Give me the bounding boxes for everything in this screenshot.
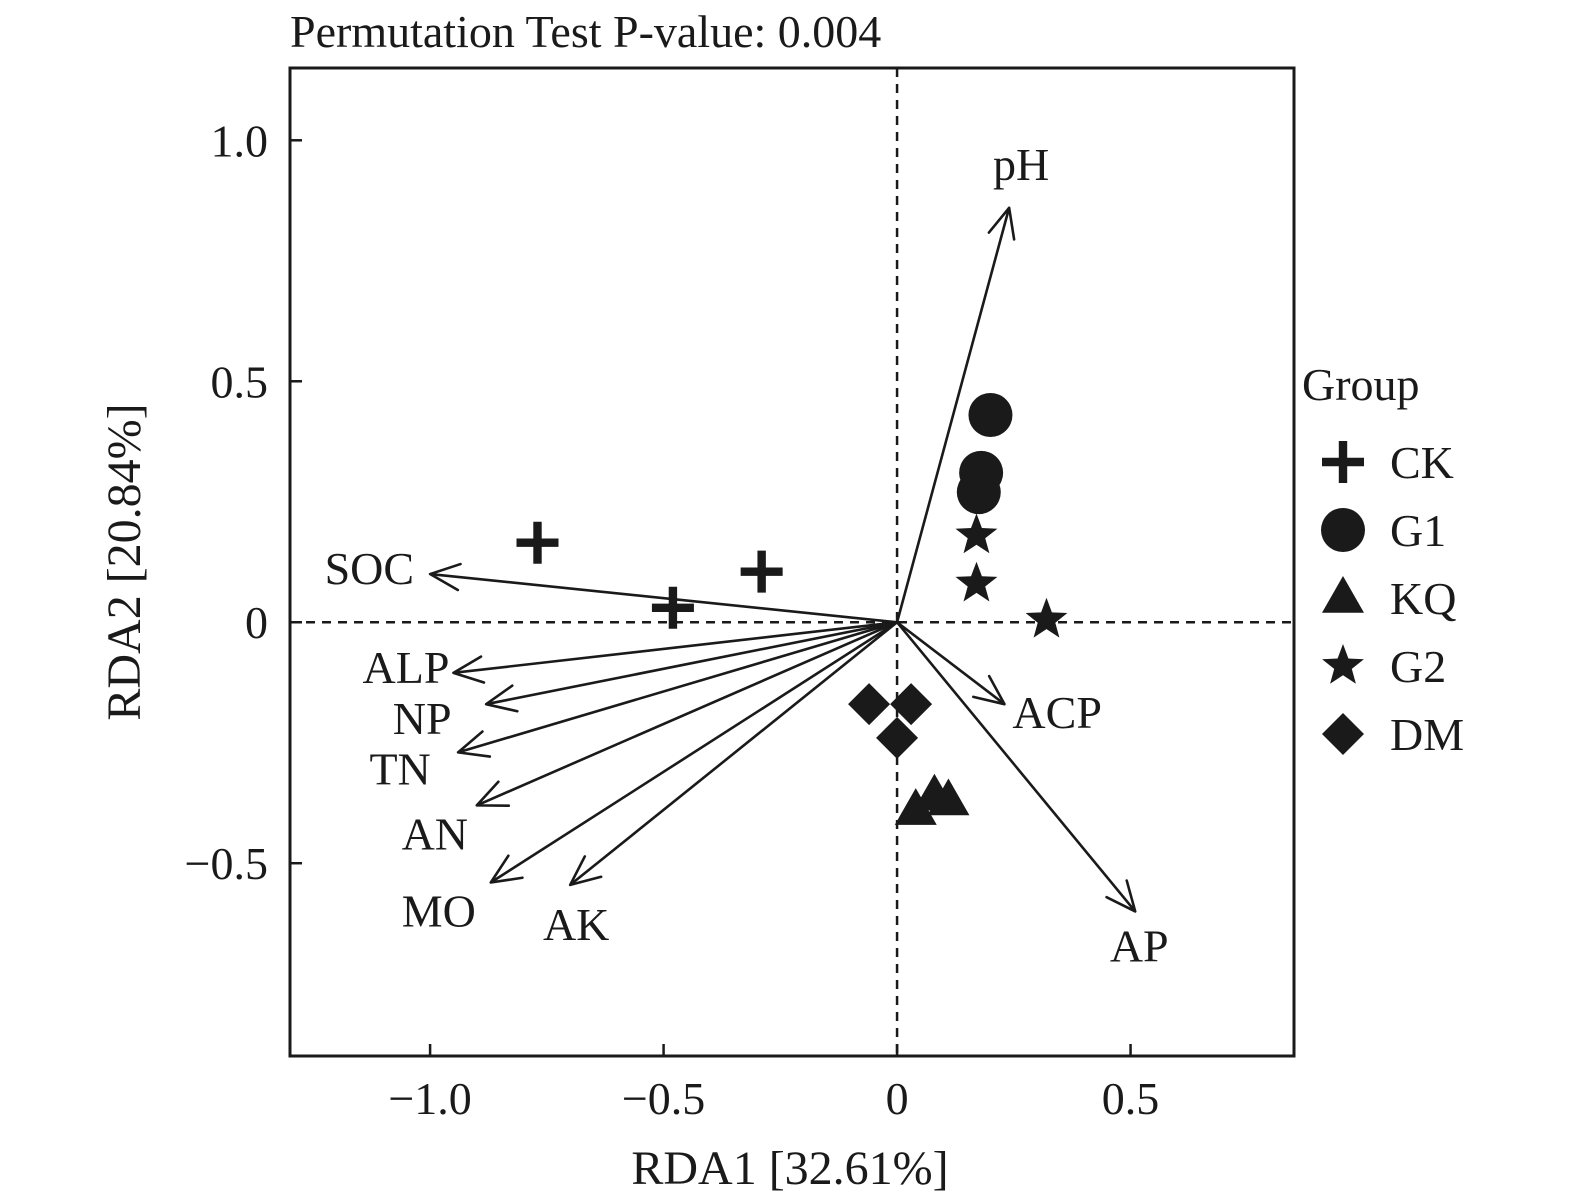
- arrow-ak: AK: [543, 622, 897, 950]
- arrow-label-ph: pH: [993, 139, 1049, 190]
- point-dm: [848, 683, 890, 725]
- point-g1: [957, 470, 1001, 514]
- x-axis-title: RDA1 [32.61%]: [631, 1142, 948, 1195]
- arrow-acp: ACP: [897, 622, 1102, 738]
- arrow-label-acp: ACP: [1012, 687, 1101, 738]
- y-axis-title: RDA2 [20.84%]: [98, 403, 151, 720]
- series-dm: [848, 683, 932, 759]
- series-g1: [957, 393, 1013, 514]
- legend-marker-g2: [1322, 644, 1364, 684]
- y-tick-label: −0.5: [185, 838, 268, 889]
- legend-item-ck: CK: [1322, 437, 1454, 488]
- legend-marker-ck: [1322, 441, 1364, 483]
- arrow-label-np: NP: [393, 693, 452, 744]
- arrow-label-alp: ALP: [363, 642, 450, 693]
- arrow-label-tn: TN: [369, 743, 430, 794]
- arrow-shaft: [897, 622, 1135, 911]
- rda-biplot: Permutation Test P-value: 0.004 −1.0 −0.5…: [0, 0, 1575, 1204]
- arrow-label-soc: SOC: [325, 543, 414, 594]
- x-tick-label: −1.0: [388, 1073, 471, 1124]
- arrow-an: AN: [402, 622, 898, 859]
- legend-item-kq: KQ: [1322, 573, 1456, 624]
- y-tick-label: 1.0: [211, 115, 269, 166]
- legend: Group CK G1 KQ G2 DM: [1302, 359, 1464, 760]
- y-tick-label: 0: [245, 597, 268, 648]
- point-g2: [956, 562, 998, 602]
- arrow-label-mo: MO: [402, 885, 476, 936]
- legend-label-g1: G1: [1390, 505, 1446, 556]
- point-g2: [956, 514, 998, 554]
- legend-marker-kq: [1322, 576, 1364, 613]
- series-ck: [516, 522, 782, 629]
- arrow-shaft: [458, 622, 897, 752]
- arrow-ph: pH: [897, 139, 1049, 622]
- arrow-shaft: [570, 622, 897, 885]
- point-ck: [741, 551, 783, 593]
- legend-label-dm: DM: [1390, 709, 1464, 760]
- point-g1: [968, 393, 1012, 437]
- legend-marker-g1: [1321, 508, 1365, 552]
- x-tick-label: 0: [886, 1073, 909, 1124]
- series-kq: [895, 774, 970, 825]
- arrow-soc: SOC: [325, 543, 897, 622]
- legend-label-kq: KQ: [1390, 573, 1456, 624]
- point-ck: [516, 522, 558, 564]
- legend-label-ck: CK: [1390, 437, 1454, 488]
- series-g2: [956, 514, 1068, 638]
- sample-points: [516, 393, 1067, 825]
- arrow-label-ak: AK: [543, 899, 609, 950]
- legend-item-g2: G2: [1322, 641, 1446, 692]
- arrow-label-an: AN: [402, 808, 468, 859]
- legend-marker-dm: [1322, 713, 1364, 755]
- legend-item-dm: DM: [1322, 709, 1464, 760]
- x-tick-label: 0.5: [1102, 1073, 1160, 1124]
- arrow-shaft: [477, 622, 897, 805]
- legend-item-g1: G1: [1321, 505, 1446, 556]
- legend-label-g2: G2: [1390, 641, 1446, 692]
- point-g2: [1026, 598, 1068, 638]
- arrow-label-ap: AP: [1110, 920, 1169, 971]
- x-tick-label: −0.5: [622, 1073, 705, 1124]
- legend-title: Group: [1302, 359, 1420, 410]
- y-tick-label: 0.5: [211, 356, 269, 407]
- arrow-shaft: [430, 574, 897, 622]
- chart-title: Permutation Test P-value: 0.004: [290, 6, 881, 57]
